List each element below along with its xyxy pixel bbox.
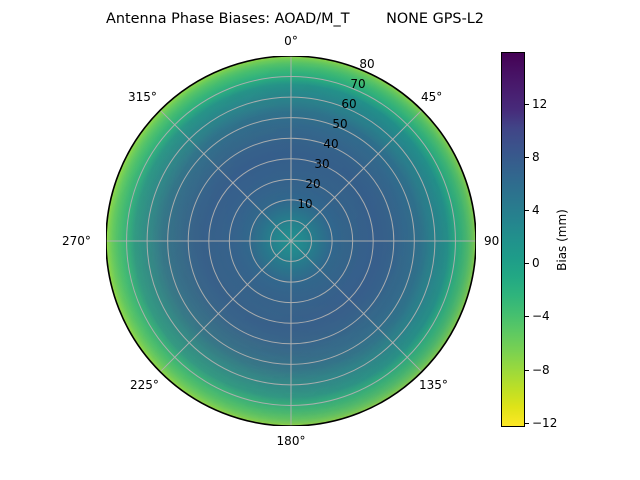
radial-tick-label: 50 [332,117,347,131]
radial-tick-label: 60 [341,97,356,111]
polar-plot-svg: 10 20 30 40 50 60 70 80 90 [106,56,476,426]
angular-gridlines [106,56,476,426]
colorbar-tick [525,369,529,371]
radial-tick-label: 20 [305,177,320,191]
colorbar-tick [525,104,529,105]
radial-tick-label: 40 [323,137,338,151]
colorbar-tick-label: −8 [532,362,550,377]
colorbar-tick-label: 0 [532,256,540,271]
colorbar-gradient [501,52,525,427]
page-title: Antenna Phase Biases: AOAD/M_T NONE GPS-… [106,11,484,27]
colorbar[interactable]: 12 8 4 0 −4 −8 −12 [501,52,557,430]
colorbar-tick-label: −4 [532,309,550,324]
theta-tick-label-135: 135° [419,378,448,392]
colorbar-axis-label: Bias (mm) [555,209,569,271]
theta-tick-label-45: 45° [421,90,443,104]
colorbar-tick [525,316,529,318]
theta-tick-label-225: 225° [130,378,159,392]
theta-tick-label-90: 90 [484,234,500,248]
theta-tick-label-270: 270° [62,234,91,248]
colorbar-tick [525,210,529,212]
polar-axes[interactable]: 10 20 30 40 50 60 70 80 90 0° 45° 90 135… [62,34,499,448]
radial-tick-label: 30 [314,157,329,171]
radial-tick-label: 10 [297,197,312,211]
theta-tick-label-180: 180° [276,434,306,448]
colorbar-tick [525,422,529,424]
theta-tick-label-315: 315° [128,90,157,104]
colorbar-tick [525,263,529,265]
colorbar-tick-label: 12 [532,97,548,111]
colorbar-tick-label: 8 [532,150,540,165]
colorbar-tick [525,157,529,159]
colorbar-tick-label: −12 [532,415,558,430]
radial-tick-label: 80 [359,57,374,71]
theta-tick-label-0: 0° [284,34,298,48]
colorbar-tick-label: 4 [532,203,540,218]
radial-tick-label: 70 [350,77,365,91]
radial-tick-labels: 10 20 30 40 50 60 70 80 90 [297,57,374,211]
